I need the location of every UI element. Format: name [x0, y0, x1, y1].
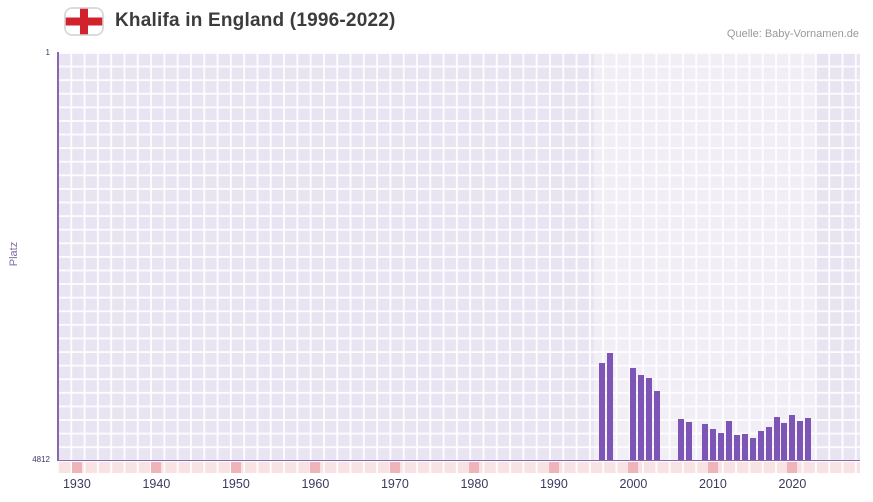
- strip-mark-1940: [151, 462, 162, 473]
- bar-2002: [646, 378, 653, 460]
- y-axis-label: Platz: [8, 241, 20, 267]
- bar-2019: [781, 423, 788, 460]
- y-tick-top: 1: [45, 48, 50, 57]
- bar-1997: [606, 352, 613, 460]
- bar-2000: [630, 368, 637, 460]
- y-tick-bottom: 4812: [32, 455, 50, 464]
- x-tick-label-1930: 1930: [62, 477, 91, 491]
- bar-2011: [717, 432, 724, 460]
- x-axis-line: [57, 459, 860, 461]
- bar-2022: [805, 418, 812, 460]
- highlight-band: [593, 52, 817, 460]
- x-tick-label-1990: 1990: [539, 477, 568, 491]
- strip-mark-2020: [787, 462, 798, 473]
- bar-2021: [797, 420, 804, 460]
- bar-1996: [598, 363, 605, 460]
- strip-mark-1990: [548, 462, 559, 473]
- bar-2017: [765, 426, 772, 460]
- bar-2013: [733, 435, 740, 460]
- x-tick-label-2010: 2010: [699, 477, 727, 491]
- bar-2009: [701, 424, 708, 460]
- strip-mark-1980: [469, 462, 480, 473]
- bar-2014: [741, 433, 748, 460]
- bar-2018: [773, 417, 780, 460]
- strip-mark-1950: [230, 462, 241, 473]
- bar-2020: [789, 414, 796, 460]
- bar-2010: [709, 428, 716, 460]
- x-tick-label-1950: 1950: [221, 477, 250, 491]
- bar-2001: [638, 375, 645, 460]
- bar-2016: [757, 431, 764, 460]
- x-tick-label-1970: 1970: [380, 477, 409, 491]
- y-axis-line: [57, 52, 59, 461]
- strip-mark-1970: [389, 462, 400, 473]
- bar-2003: [654, 391, 661, 460]
- plot-area: [57, 52, 860, 460]
- england-flag-icon: [64, 7, 104, 36]
- x-tick-label-1940: 1940: [142, 477, 171, 491]
- bar-2015: [749, 437, 756, 460]
- source-credit: Quelle: Baby-Vornamen.de: [726, 28, 859, 40]
- strip-mark-1930: [71, 462, 82, 473]
- bar-2007: [686, 421, 693, 460]
- x-tick-label-2020: 2020: [778, 477, 807, 491]
- missing-data-strip: [57, 462, 860, 473]
- strip-mark-2010: [707, 462, 718, 473]
- strip-mark-1960: [310, 462, 321, 473]
- x-tick-label-2000: 2000: [619, 477, 648, 491]
- x-tick-label-1960: 1960: [301, 477, 330, 491]
- page-title: Khalifa in England (1996-2022): [115, 10, 396, 31]
- bar-2012: [725, 420, 732, 460]
- strip-mark-2000: [628, 462, 639, 473]
- x-axis-labels: 1930 1940 1950 1960 1970 1980 1990 2000 2010 2020: [57, 477, 860, 495]
- bar-2006: [678, 419, 685, 460]
- chart-header: Khalifa in England (1996-2022) Quelle: B…: [0, 0, 873, 46]
- x-tick-label-1980: 1980: [460, 477, 489, 491]
